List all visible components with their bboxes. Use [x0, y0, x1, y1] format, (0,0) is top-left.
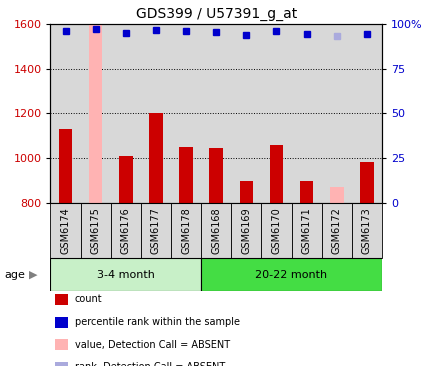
Title: GDS399 / U57391_g_at: GDS399 / U57391_g_at: [135, 7, 296, 21]
Bar: [110, 24, 141, 203]
Text: rank, Detection Call = ABSENT: rank, Detection Call = ABSENT: [74, 362, 224, 366]
Bar: [269, 145, 283, 203]
Text: GSM6176: GSM6176: [120, 207, 131, 254]
Text: GSM6168: GSM6168: [211, 207, 221, 254]
Text: GSM6171: GSM6171: [301, 207, 311, 254]
Text: percentile rank within the sample: percentile rank within the sample: [74, 317, 239, 327]
Text: ▶: ▶: [28, 269, 37, 280]
Bar: [321, 203, 351, 258]
Bar: [119, 156, 132, 203]
Bar: [89, 24, 102, 203]
Bar: [171, 24, 201, 203]
Bar: [329, 187, 343, 203]
Bar: [239, 181, 253, 203]
Bar: [351, 24, 381, 203]
Bar: [231, 24, 261, 203]
Text: GSM6170: GSM6170: [271, 207, 281, 254]
Bar: [81, 203, 110, 258]
Bar: [179, 147, 192, 203]
Bar: [351, 203, 381, 258]
Bar: [291, 24, 321, 203]
Bar: [141, 203, 171, 258]
Text: 3-4 month: 3-4 month: [97, 269, 155, 280]
Bar: [141, 24, 171, 203]
Text: count: count: [74, 294, 102, 305]
Bar: [171, 203, 201, 258]
Bar: [231, 203, 261, 258]
Bar: [261, 203, 291, 258]
Bar: [209, 148, 223, 203]
Text: value, Detection Call = ABSENT: value, Detection Call = ABSENT: [74, 340, 229, 350]
Bar: [81, 24, 110, 203]
Text: GSM6177: GSM6177: [151, 207, 161, 254]
Bar: [59, 129, 72, 203]
Text: GSM6174: GSM6174: [60, 207, 71, 254]
Text: GSM6172: GSM6172: [331, 207, 341, 254]
Bar: [291, 203, 321, 258]
Text: GSM6169: GSM6169: [241, 207, 251, 254]
Bar: [50, 258, 201, 291]
Text: GSM6173: GSM6173: [361, 207, 371, 254]
Bar: [201, 24, 231, 203]
Bar: [321, 24, 351, 203]
Text: GSM6175: GSM6175: [91, 207, 100, 254]
Text: GSM6178: GSM6178: [180, 207, 191, 254]
Bar: [299, 181, 313, 203]
Bar: [201, 258, 381, 291]
Text: 20-22 month: 20-22 month: [255, 269, 327, 280]
Bar: [149, 113, 162, 203]
Bar: [359, 162, 373, 203]
Text: age: age: [4, 269, 25, 280]
Bar: [201, 203, 231, 258]
Bar: [50, 203, 81, 258]
Bar: [110, 203, 141, 258]
Bar: [50, 24, 81, 203]
Bar: [261, 24, 291, 203]
